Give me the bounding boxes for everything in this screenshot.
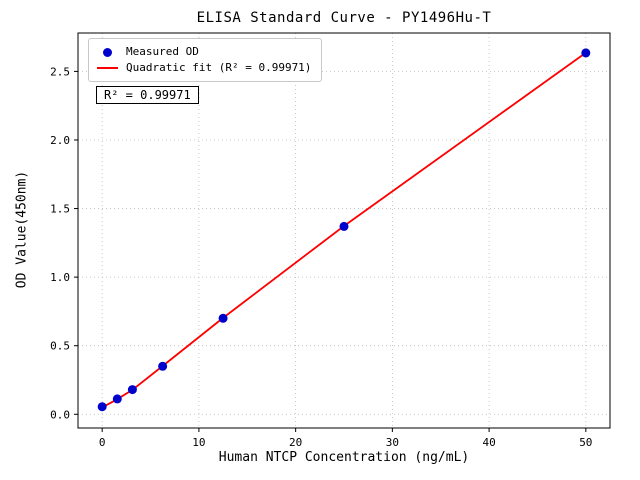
x-tick-label: 30 — [386, 436, 399, 449]
chart-title: ELISA Standard Curve - PY1496Hu-T — [196, 10, 492, 26]
r-squared-annotation: R² = 0.99971 — [96, 86, 199, 104]
y-tick-label: 0.0 — [50, 408, 70, 421]
y-tick-label: 2.0 — [50, 134, 70, 147]
legend-item-fit: Quadratic fit (R² = 0.99971) — [97, 60, 311, 76]
x-tick-label: 20 — [289, 436, 302, 449]
legend-label-measured: Measured OD — [126, 45, 199, 58]
y-tick-label: 0.5 — [50, 340, 70, 353]
measured-od-marker-icon — [103, 47, 112, 57]
x-tick-label: 10 — [192, 436, 205, 449]
legend-item-measured: Measured OD — [97, 44, 311, 60]
axes-frame — [77, 32, 611, 429]
legend: Measured OD Quadratic fit (R² = 0.99971) — [88, 38, 323, 82]
x-tick-label: 40 — [482, 436, 495, 449]
data-point — [581, 48, 591, 58]
data-point — [127, 385, 137, 395]
y-tick-label: 1.0 — [50, 271, 70, 284]
data-point — [158, 361, 168, 371]
y-axis-label: OD Value(450nm) — [14, 170, 30, 289]
quadratic-fit-marker-icon — [97, 67, 118, 69]
data-point — [339, 221, 349, 231]
data-point — [218, 313, 228, 323]
x-tick-label: 50 — [579, 436, 592, 449]
legend-label-fit: Quadratic fit (R² = 0.99971) — [126, 61, 312, 74]
y-tick-label: 2.5 — [50, 65, 70, 78]
x-axis-label: Human NTCP Concentration (ng/mL) — [218, 450, 470, 465]
y-tick-label: 1.5 — [50, 203, 70, 216]
data-point — [112, 394, 122, 404]
data-point — [97, 402, 107, 412]
x-tick-label: 0 — [99, 436, 106, 449]
